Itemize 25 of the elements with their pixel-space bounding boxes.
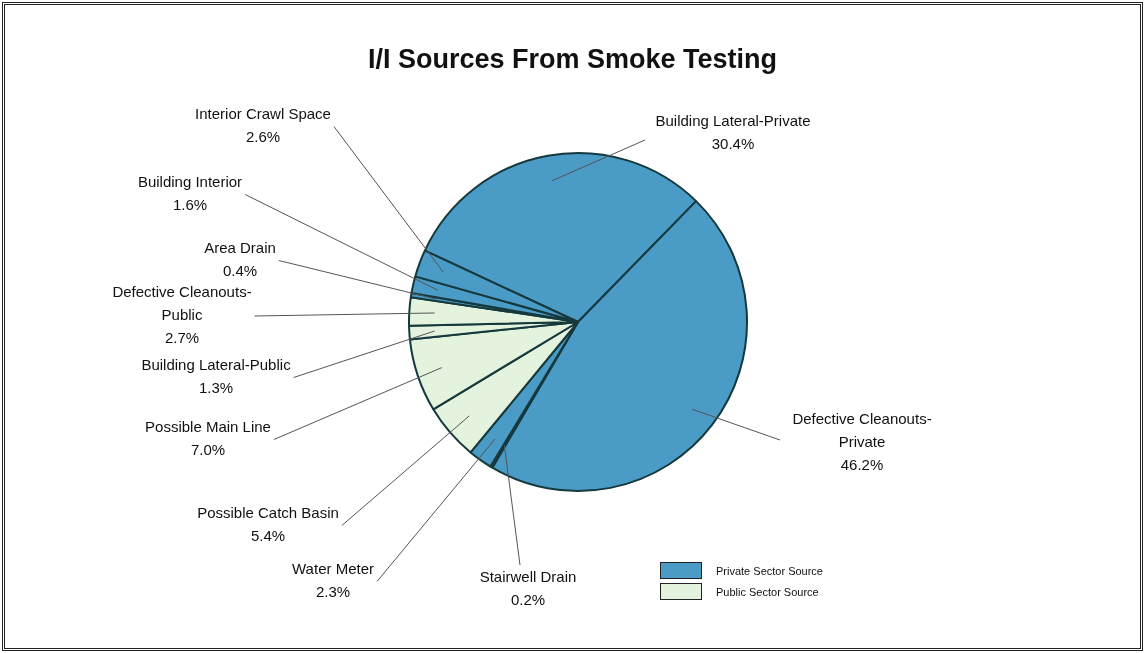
slice-label: Interior Crawl Space [195,105,331,123]
data-label: 7.0% [190,441,226,459]
slice-label: Defective Cleanouts-Public [112,283,252,324]
data-label: 1.6% [172,196,208,214]
slice-label: Possible Main Line [145,418,271,436]
slice-label: Building Lateral-Public [141,356,292,374]
data-label: 2.7% [164,329,200,347]
data-label: 0.4% [222,262,258,280]
text: Public Sector Source [716,585,819,598]
chart-title: I/I Sources From Smoke Testing [366,44,779,75]
data-label: 0.2% [510,591,546,609]
text: Private Sector Source [716,564,823,577]
data-label: 2.3% [315,583,351,601]
slice-label: Building Interior [137,173,243,191]
slice-label: Stairwell Drain [479,568,577,586]
data-label: 46.2% [840,456,884,474]
data-label: 30.4% [711,135,755,153]
slice-label: Defective Cleanouts-Private [792,410,932,451]
slice-label: Water Meter [292,560,374,578]
slice-label: Building Lateral-Private [655,112,811,130]
data-label: 1.3% [198,379,234,397]
data-label: 2.6% [245,128,281,146]
slice-label: Area Drain [204,239,276,257]
data-label: 5.4% [250,527,286,545]
slice-label: Possible Catch Basin [197,504,339,522]
